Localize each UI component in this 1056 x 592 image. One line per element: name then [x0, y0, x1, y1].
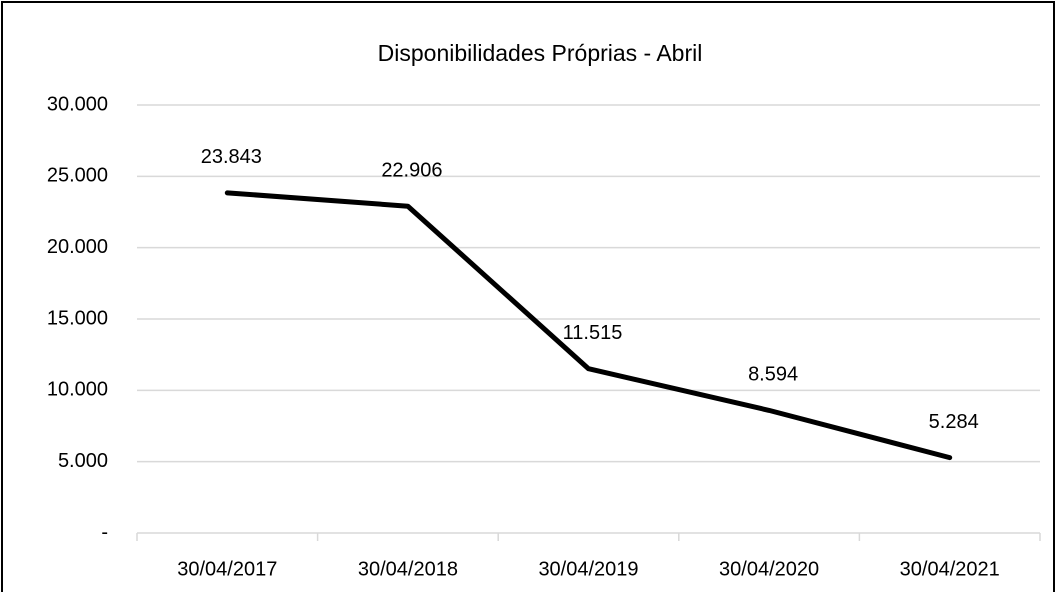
- y-tick-label: 30.000: [47, 93, 108, 115]
- data-label: 23.843: [201, 146, 262, 168]
- x-tick-label: 30/04/2017: [177, 558, 277, 580]
- y-tick-label: 5.000: [58, 450, 108, 472]
- x-tick-label: 30/04/2021: [900, 558, 1000, 580]
- y-tick-label: -: [101, 521, 108, 543]
- y-tick-label: 25.000: [47, 165, 108, 187]
- y-tick-label: 20.000: [47, 236, 108, 258]
- x-tick-label: 30/04/2018: [358, 558, 458, 580]
- line: [224, 190, 953, 461]
- data-label: 8.594: [748, 364, 798, 386]
- data-label: 11.515: [563, 322, 623, 344]
- data-label: 22.906: [381, 159, 442, 181]
- data-label: 5.284: [929, 411, 979, 433]
- x-tick-label: 30/04/2019: [538, 558, 638, 580]
- y-tick-label: 10.000: [47, 379, 108, 401]
- x-tick-label: 30/04/2020: [719, 558, 819, 580]
- y-tick-label: 15.000: [47, 307, 108, 329]
- chart-title: Disponibilidades Próprias - Abril: [378, 40, 703, 66]
